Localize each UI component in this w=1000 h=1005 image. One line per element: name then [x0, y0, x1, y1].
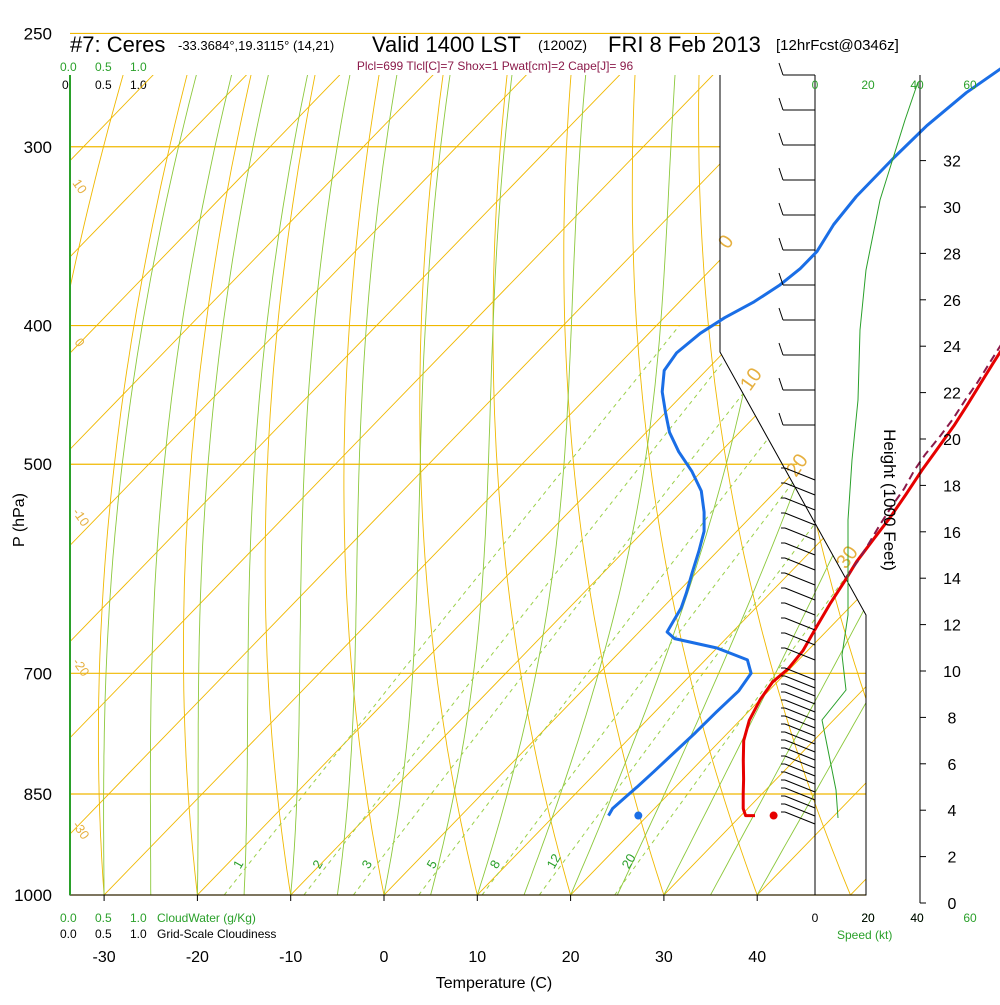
cloudiness-tick: 0.5 [95, 927, 112, 941]
height-tick-label: 14 [943, 571, 961, 588]
pressure-tick-label: 300 [24, 138, 52, 157]
pressure-tick-label: 700 [24, 664, 52, 683]
height-tick-label: 32 [943, 154, 961, 171]
surface-temperature-point [770, 812, 778, 820]
speed-tick-label-top: 40 [910, 78, 924, 92]
speed-tick-label-top: 0 [812, 78, 819, 92]
height-tick-label: 22 [943, 386, 961, 403]
height-axis-label: Height (1000 Feet) [880, 429, 899, 571]
x-tick-label: 20 [562, 949, 580, 966]
valid-date: FRI 8 Feb 2013 [608, 32, 761, 57]
x-tick-label: -30 [93, 949, 116, 966]
x-axis-label: Temperature (C) [436, 975, 552, 992]
height-tick-label: 28 [943, 246, 961, 263]
height-tick-label: 30 [943, 200, 961, 217]
pressure-tick-label: 400 [24, 317, 52, 336]
speed-tick-label-black: 40 [910, 911, 924, 925]
cloudiness-tick: 0 [62, 78, 69, 92]
x-tick-label: 30 [655, 949, 673, 966]
x-tick-label: 10 [468, 949, 486, 966]
height-tick-label: 4 [948, 803, 957, 820]
pressure-tick-label: 250 [24, 24, 52, 43]
x-tick-label: -20 [186, 949, 209, 966]
speed-tick-label-bottom: 60 [963, 911, 977, 925]
surface-dewpoint-point [634, 812, 642, 820]
height-tick-label: 8 [948, 710, 957, 727]
cloudwater-tick: 0.0 [60, 60, 77, 74]
x-tick-label: 0 [380, 949, 389, 966]
cloudiness-tick: 0.5 [95, 78, 112, 92]
height-tick-label: 2 [948, 850, 957, 867]
x-tick-label: -10 [279, 949, 302, 966]
speed-axis-label: Speed (kt) [837, 928, 892, 942]
x-tick-label: 40 [748, 949, 766, 966]
height-tick-label: 12 [943, 618, 961, 635]
forecast-label: [12hrFcst@0346z] [776, 37, 899, 54]
stability-indices: Plcl=699 Tlcl[C]=7 Shox=1 Pwat[cm]=2 Cap… [357, 59, 634, 73]
cloudiness-label: Grid-Scale Cloudiness [157, 927, 276, 941]
cloudwater-tick: 0.0 [60, 911, 77, 925]
speed-tick-label-top: 60 [963, 78, 977, 92]
pressure-tick-label: 500 [24, 455, 52, 474]
speed-tick-label-black: 0 [812, 911, 819, 925]
cloudwater-tick: 0.5 [95, 60, 112, 74]
station-coords: -33.3684°,19.3115° (14,21) [178, 38, 334, 53]
height-tick-label: 20 [943, 432, 961, 449]
cloudwater-label: CloudWater (g/Kg) [157, 911, 256, 925]
valid-time: Valid 1400 LST [372, 32, 521, 57]
cloudiness-tick: 0.0 [60, 927, 77, 941]
pressure-tick-label: 850 [24, 785, 52, 804]
height-tick-label: 0 [948, 896, 957, 913]
valid-zulu: (1200Z) [538, 37, 587, 53]
speed-tick-label-black: 20 [861, 911, 875, 925]
height-tick-label: 10 [943, 664, 961, 681]
height-tick-label: 26 [943, 293, 961, 310]
cloudwater-tick: 1.0 [130, 60, 147, 74]
speed-tick-label-top: 20 [861, 78, 875, 92]
pressure-tick-label: 1000 [14, 886, 52, 905]
station-title: #7: Ceres [70, 32, 165, 57]
height-tick-label: 16 [943, 525, 961, 542]
height-tick-label: 6 [948, 757, 957, 774]
cloudwater-tick: 1.0 [130, 911, 147, 925]
height-tick-label: 18 [943, 478, 961, 495]
cloudwater-tick: 0.5 [95, 911, 112, 925]
height-tick-label: 24 [943, 339, 961, 356]
cloudiness-tick: 1.0 [130, 927, 147, 941]
y-axis-label: P (hPa) [11, 493, 28, 547]
